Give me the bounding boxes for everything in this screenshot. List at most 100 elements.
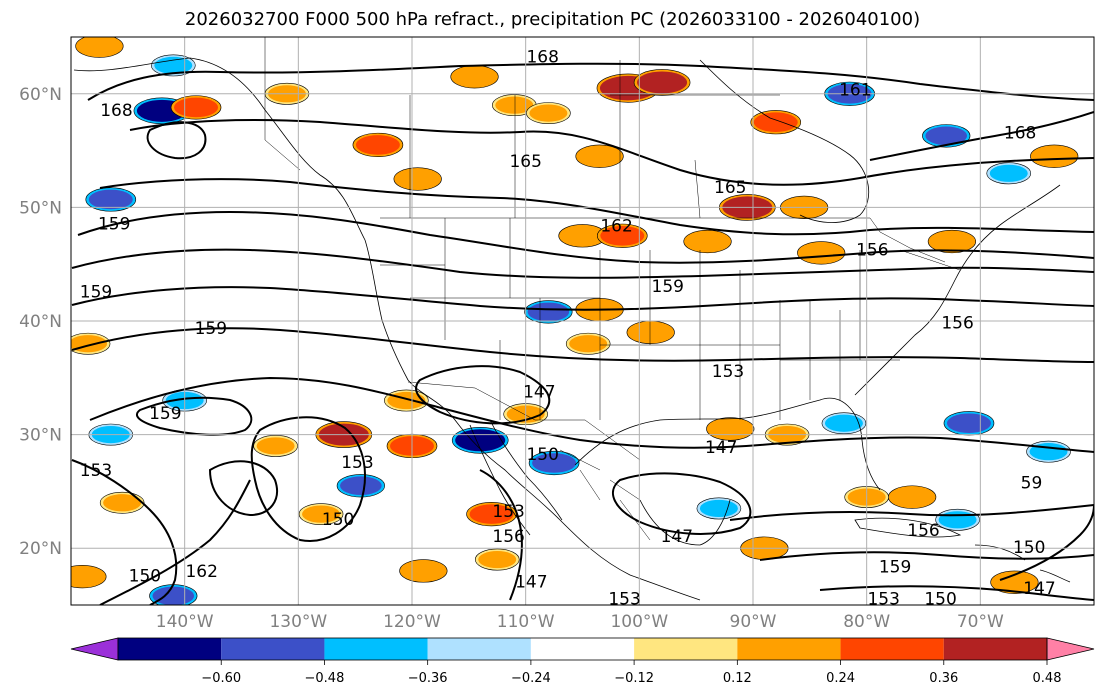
us-mexico-border [407, 381, 641, 461]
contour-label: 150 [1013, 538, 1045, 558]
latitude-tick-label: 20°N [19, 539, 62, 559]
contour-label: 159 [80, 283, 112, 303]
contour-159-pacific [135, 396, 253, 436]
precip-cell [1033, 146, 1076, 166]
precip-cell [800, 243, 842, 263]
longitude-tick-label: 130°W [269, 612, 327, 632]
colorbar-over-triangle [1046, 637, 1095, 661]
latitude-tick-label: 30°N [19, 426, 62, 446]
longitude-tick-label: 70°W [957, 612, 1004, 632]
precip-cell [989, 164, 1028, 182]
precip-cell [469, 504, 514, 524]
precip-cell [699, 499, 738, 518]
precip-cell [561, 226, 604, 246]
contour-label: 150 [924, 589, 956, 609]
contour-label: 168 [526, 47, 558, 67]
colorbar-tick-label: −0.48 [305, 671, 345, 686]
contour-label: 147 [705, 438, 737, 458]
precip-cell [355, 135, 400, 155]
precip-cell [396, 169, 439, 189]
longitude-tick-label: 110°W [497, 612, 555, 632]
colorbar-segment [324, 638, 428, 660]
map-title: 2026032700 F000 500 hPa refract., precip… [184, 9, 921, 30]
colorbar-tick-label: 0.36 [929, 671, 958, 686]
refractivity-contours-layer [71, 62, 1094, 605]
precip-cell [478, 550, 517, 569]
contour-147-south [611, 472, 752, 535]
contour-162-southwest [99, 479, 251, 605]
precip-cell [686, 232, 729, 251]
contour-label: 153 [712, 362, 744, 382]
colorbar-segment [634, 638, 738, 660]
contour-label: 162 [600, 217, 632, 237]
contour-label: 59 [1021, 473, 1043, 493]
colorbar-tick-label: −0.24 [511, 671, 551, 686]
contour-165 [129, 119, 1094, 186]
contour-label: 159 [879, 558, 911, 578]
precip-cell [824, 414, 863, 432]
precip-cell [495, 96, 534, 114]
us-canada-border [380, 217, 946, 263]
contour-label: 165 [509, 152, 541, 172]
precip-cell [527, 302, 570, 322]
longitude-tick-label: 90°W [730, 612, 777, 632]
contour-label: 159 [98, 214, 130, 234]
longitude-tick-label: 100°W [610, 612, 668, 632]
mexico-state-borders [559, 449, 651, 541]
contour-162 [99, 178, 1094, 236]
colorbar-segment [840, 638, 944, 660]
atlantic-coastline [854, 184, 1061, 396]
colorbar-tick-label: 0.24 [826, 671, 855, 686]
colorbar-segment [118, 638, 222, 660]
contour-150 [89, 376, 1094, 453]
colorbar-tick-label: −0.36 [408, 671, 448, 686]
precip-cell [629, 323, 672, 342]
contour-153-north-pacific [146, 121, 207, 160]
canadian-provincial-borders [409, 60, 780, 219]
contour-153 [71, 327, 1094, 363]
precip-cell [256, 437, 295, 455]
precip-cell [709, 419, 752, 439]
contour-label: 150 [526, 445, 558, 465]
precip-cell [529, 104, 568, 122]
yucatan-coastline [639, 499, 731, 546]
precip-cell [453, 67, 496, 87]
latitude-tick-label: 50°N [19, 198, 62, 218]
contour-label: 147 [1023, 579, 1055, 599]
contour-147-southeast [999, 504, 1094, 581]
precip-cell [88, 189, 133, 210]
contour-label: 147 [515, 572, 547, 592]
latitude-tick-label: 40°N [19, 312, 62, 332]
contour-label: 153 [492, 502, 524, 522]
political-borders-layer [264, 37, 961, 541]
colorbar-segment [737, 638, 841, 660]
gulf-of-mexico-coastline [574, 397, 881, 491]
longitude-axis: 140°W 130°W 120°W 110°W 100°W 90°W 80°W 70°W [156, 612, 1004, 632]
colorbar-frame [117, 637, 1048, 661]
contour-label: 153 [341, 453, 373, 473]
precip-cell [302, 505, 341, 523]
precip-cell [387, 391, 426, 410]
colorbar-tick-label: −0.60 [201, 671, 241, 686]
contour-label: 147 [523, 383, 555, 403]
precip-cell [753, 112, 798, 132]
contour-label: 161 [839, 80, 871, 100]
contour-168-north [87, 62, 1094, 101]
precip-cell [174, 97, 219, 118]
contour-159 [77, 210, 1094, 264]
precip-cell [152, 586, 195, 605]
precip-cell [71, 567, 104, 586]
precip-cell [154, 56, 193, 74]
contour-label: 150 [322, 510, 354, 530]
precip-cell [925, 126, 968, 146]
colorbar-under-triangle [70, 637, 119, 661]
colorbar-segment [530, 638, 635, 660]
longitude-tick-label: 120°W [383, 612, 441, 632]
contour-label: 159 [652, 277, 684, 297]
colorbar-segment [221, 638, 325, 660]
contour-label: 168 [1004, 124, 1036, 144]
contour-168-northeast [869, 111, 1094, 161]
colorbar-tick-label: −0.12 [614, 671, 654, 686]
cuba-coastline [854, 517, 962, 538]
